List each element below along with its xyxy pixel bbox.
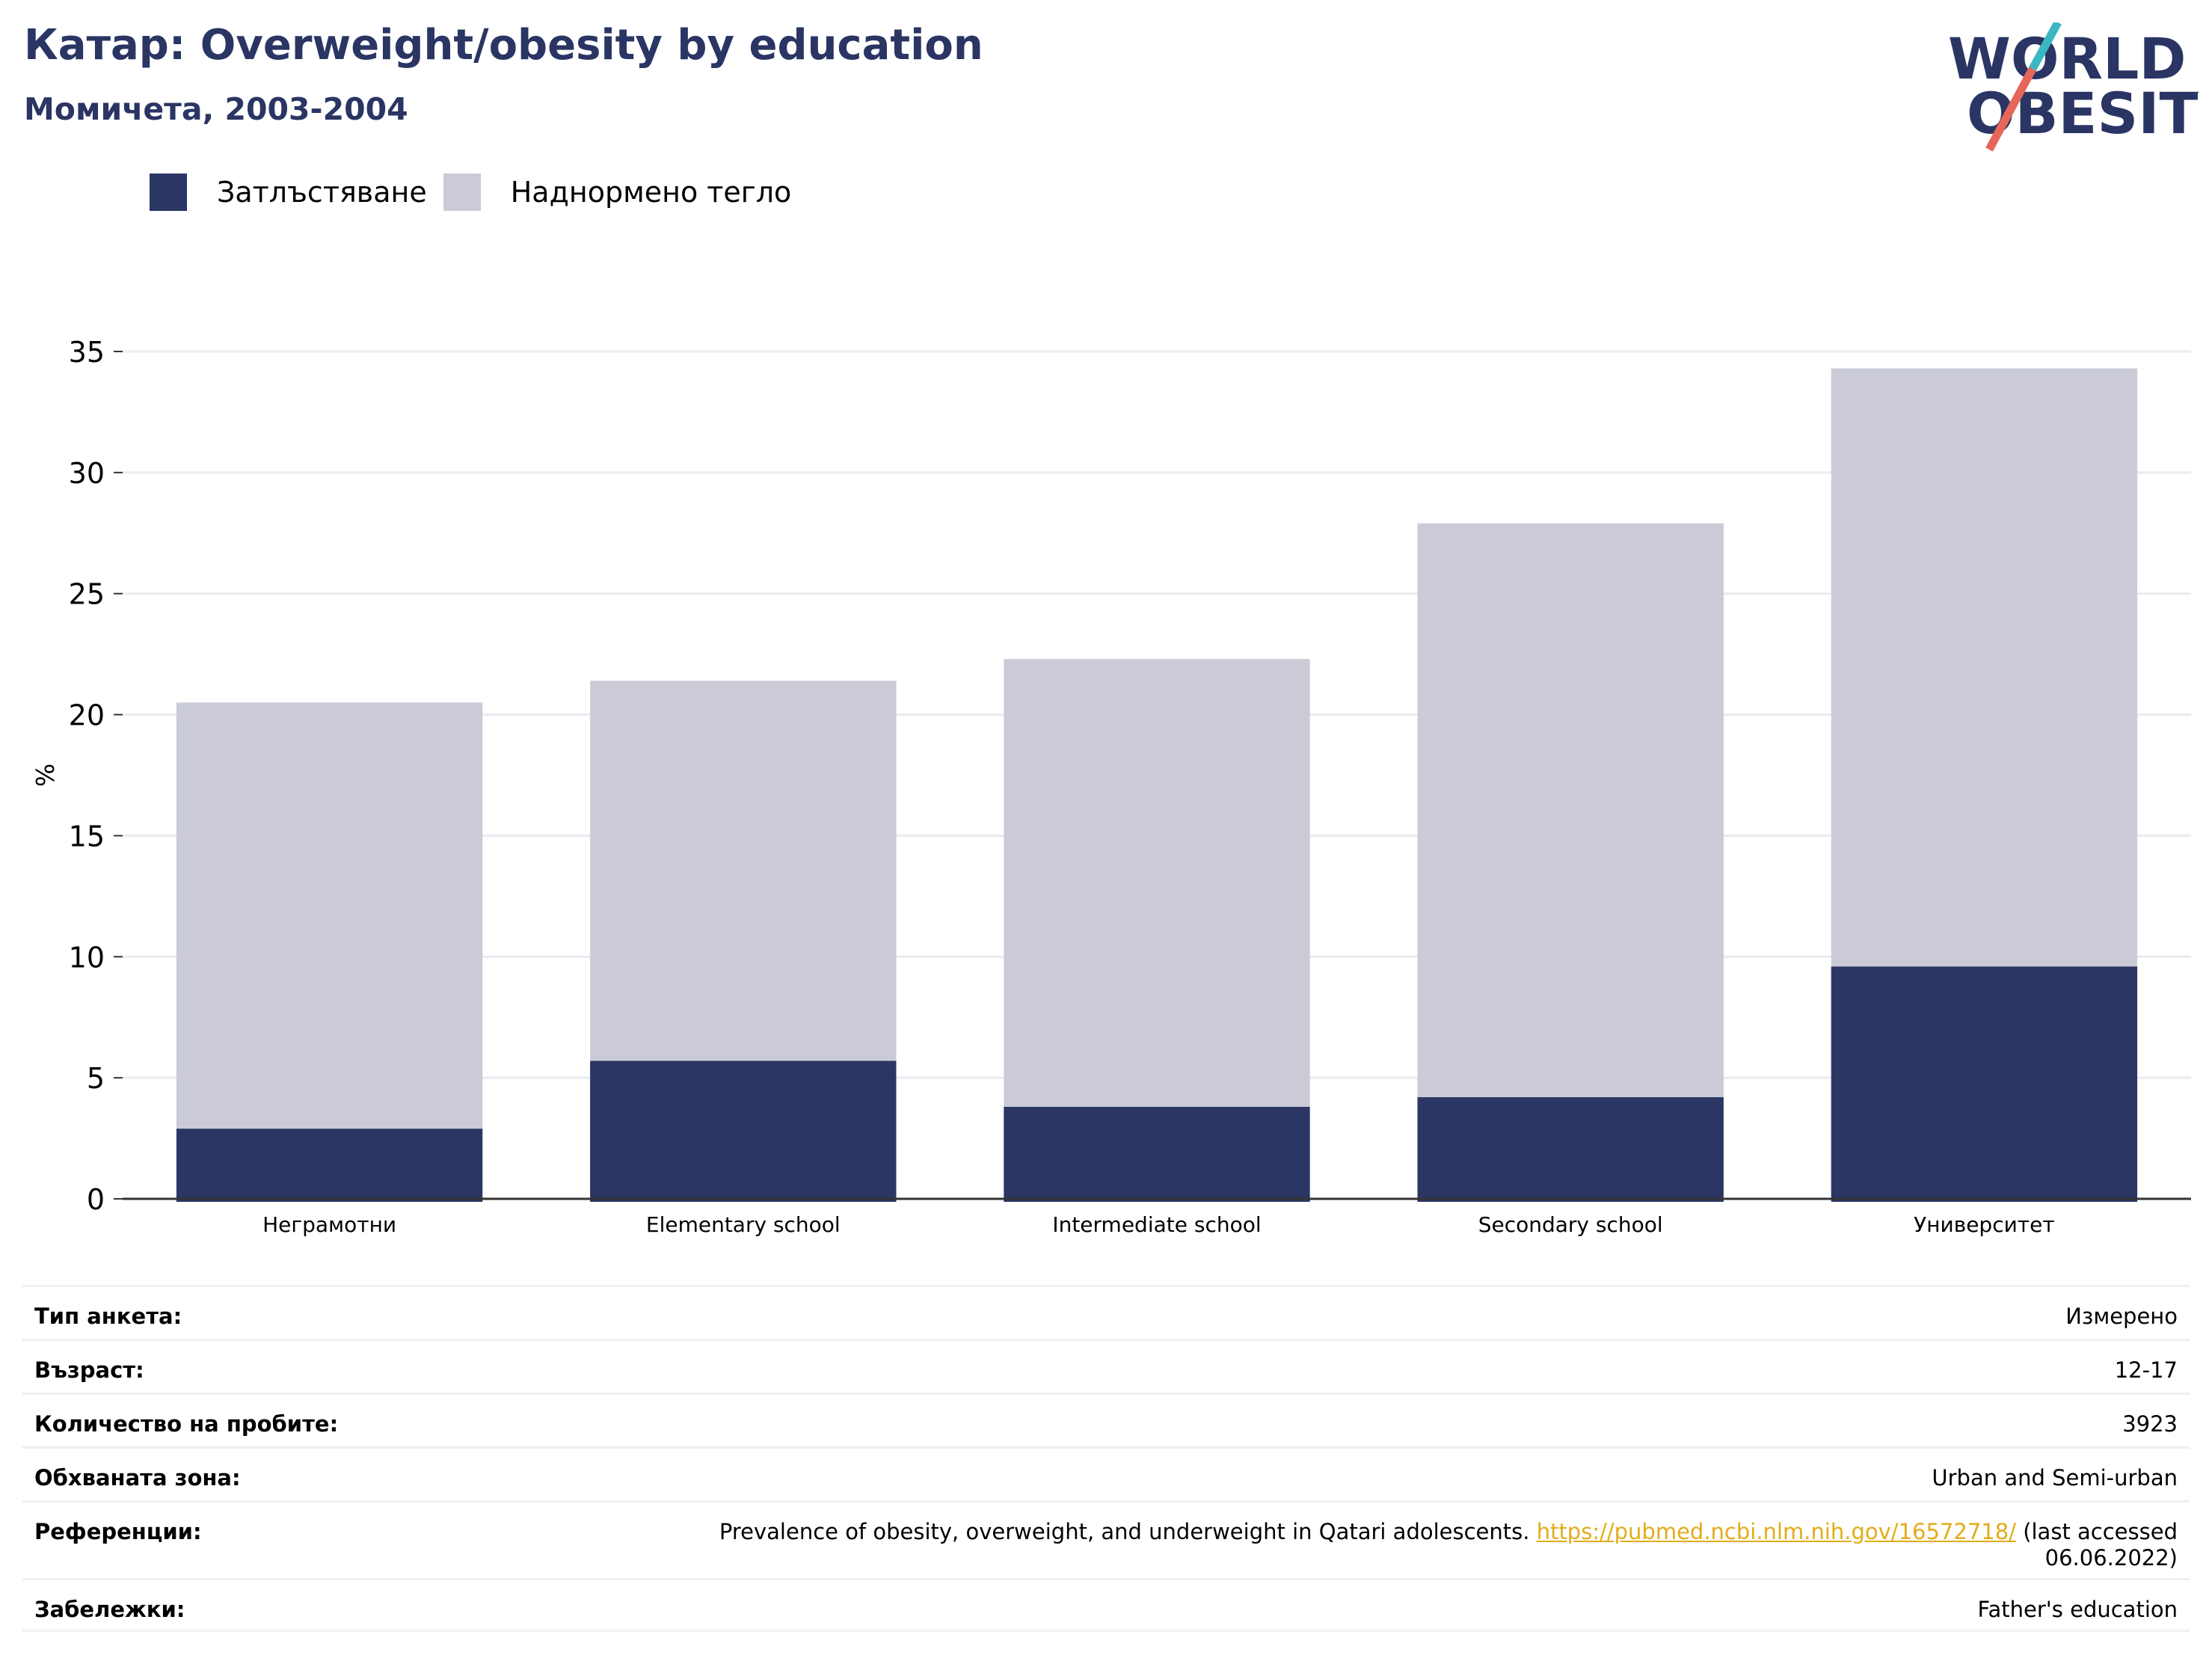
bar-obesity [1417,1097,1724,1202]
meta-value: Измерено [2065,1304,2178,1329]
reference-link[interactable]: https://pubmed.ncbi.nlm.nih.gov/16572718… [1536,1519,2016,1544]
logo-slash-bottom [1985,67,2036,152]
legend-swatch-obesity [150,174,187,211]
bar-overweight [176,702,483,1129]
bar-obesity [1004,1106,1310,1202]
meta-row-area-covered: Обхваната зона: Urban and Semi-urban [22,1446,2190,1500]
y-tick-label: 35 [69,336,105,369]
x-tick-label: Неграмотни [262,1212,396,1237]
meta-row-sample-size: Количество на пробите: 3923 [22,1393,2190,1446]
legend-label-overweight: Наднормено тегло [510,176,792,209]
y-tick-label: 5 [87,1062,105,1095]
y-tick-label: 30 [69,457,105,490]
meta-row-survey-type: Тип анкета: Измерено [22,1285,2190,1339]
legend-label-obesity: Затлъстяване [217,176,427,209]
meta-label: Тип анкета: [34,1304,182,1329]
x-tick-label: Secondary school [1478,1212,1663,1237]
x-tick-label: Университет [1914,1212,2055,1237]
bar-overweight [1417,523,1724,1098]
meta-value: Urban and Semi-urban [1932,1465,2178,1491]
chart-legend: Затлъстяване Наднормено тегло [150,172,808,212]
legend-item-obesity[interactable]: Затлъстяване [150,174,427,211]
legend-swatch-overweight [443,174,481,211]
y-axis-label: % [31,764,60,787]
meta-value: Father's education [1977,1597,2178,1622]
world-obesity-logo[interactable]: WORLD OBESITY [1944,22,2199,157]
page-title: Катар: Overweight/obesity by education [24,21,983,70]
y-tick-label: 10 [69,941,105,974]
meta-label: Възраст: [34,1357,144,1383]
logo-line1: WORLD [1948,25,2186,92]
meta-value: 12-17 [2114,1357,2178,1383]
y-tick-label: 15 [69,820,105,853]
reference-text: Prevalence of obesity, overweight, and u… [719,1519,1530,1544]
meta-row-references: Референции: Prevalence of obesity, overw… [22,1500,2190,1578]
bar-overweight [590,681,897,1061]
bar-obesity [1831,966,2138,1202]
stacked-bar-chart: 0 5 10 15 20 25 30 35% Неграмотни Elementary scho… [31,336,2191,1237]
reference-accessed: (last accessed 06.06.2022) [2023,1519,2178,1571]
meta-row-notes: Забележки: Father's education [22,1578,2190,1632]
legend-item-overweight[interactable]: Наднормено тегло [443,174,792,211]
logo-slash-top [2029,22,2062,71]
meta-value: 3923 [2122,1411,2178,1437]
meta-label: Обхваната зона: [34,1465,241,1491]
meta-label: Забележки: [34,1597,185,1622]
bar-obesity [176,1129,483,1202]
bar-overweight [1831,368,2138,967]
y-tick-label: 20 [69,699,105,732]
logo-line2: OBESITY [1967,80,2199,147]
x-tick-label: Intermediate school [1052,1212,1261,1237]
x-tick-label: Elementary school [646,1212,841,1237]
meta-row-age: Възраст: 12-17 [22,1339,2190,1393]
y-tick-label: 25 [69,578,105,611]
bar-obesity [590,1060,897,1202]
survey-info-table: Тип анкета: Измерено Възраст: 12-17 Коли… [22,1285,2190,1632]
y-tick-label: 0 [87,1183,105,1216]
meta-label: Количество на пробите: [34,1411,339,1437]
meta-value-reference: Prevalence of obesity, overweight, and u… [645,1502,2178,1571]
page-subtitle: Момичета, 2003-2004 [24,91,408,127]
bar-overweight [1004,659,1310,1107]
meta-label: Референции: [34,1519,202,1544]
